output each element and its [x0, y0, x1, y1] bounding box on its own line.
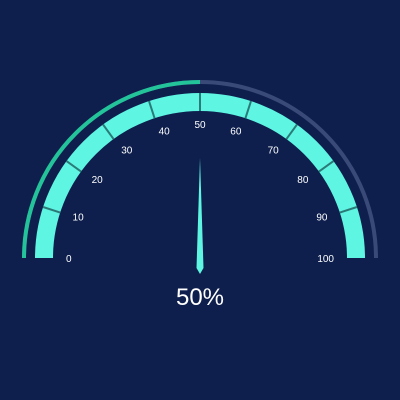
tick-label-0: 0	[66, 254, 72, 265]
tick-mark-40	[148, 100, 156, 119]
progress-fill-arc	[22, 80, 201, 259]
gauge-needle	[196, 158, 204, 274]
tick-mark-20	[65, 160, 82, 173]
tick-labels: 0 10 20 30 40 50 60 70 80 90 100	[66, 120, 334, 265]
tick-mark-10	[42, 206, 61, 214]
tick-marks	[42, 93, 358, 214]
tick-mark-90	[339, 206, 358, 214]
value-readout: 50%	[175, 284, 225, 311]
tick-mark-70	[285, 123, 298, 140]
tick-label-70: 70	[268, 146, 280, 157]
tick-label-10: 10	[73, 213, 85, 224]
tick-mark-80	[318, 160, 335, 173]
tick-label-20: 20	[92, 175, 104, 186]
tick-label-60: 60	[230, 127, 242, 138]
tick-label-30: 30	[121, 146, 133, 157]
tick-label-100: 100	[317, 254, 334, 265]
tick-mark-60	[244, 100, 252, 119]
tick-label-90: 90	[316, 213, 328, 224]
tick-label-80: 80	[297, 175, 309, 186]
tick-label-40: 40	[159, 127, 171, 138]
tick-label-50: 50	[194, 120, 206, 131]
tick-mark-30	[102, 123, 115, 140]
